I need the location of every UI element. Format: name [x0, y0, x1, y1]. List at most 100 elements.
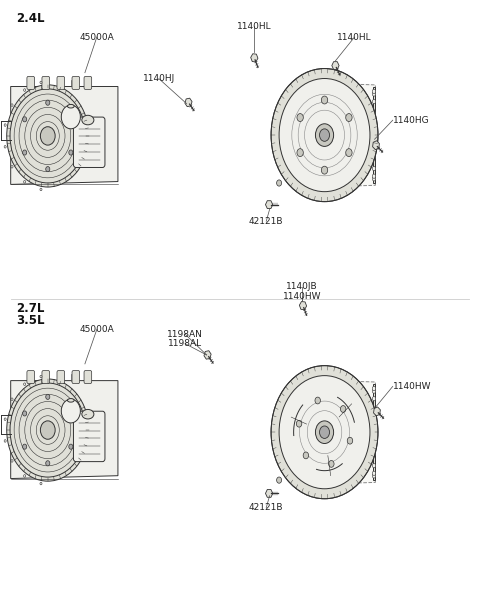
Circle shape: [40, 127, 55, 145]
Circle shape: [296, 420, 302, 427]
Ellipse shape: [82, 410, 94, 419]
Polygon shape: [300, 301, 307, 310]
FancyBboxPatch shape: [42, 371, 49, 384]
Circle shape: [69, 150, 73, 155]
Text: 45000A: 45000A: [80, 33, 114, 42]
Circle shape: [61, 399, 80, 423]
Text: 1140JB: 1140JB: [286, 282, 318, 291]
Polygon shape: [265, 490, 273, 497]
Circle shape: [372, 452, 376, 456]
Circle shape: [46, 100, 50, 105]
Circle shape: [346, 113, 352, 122]
Polygon shape: [251, 54, 258, 62]
Polygon shape: [265, 201, 273, 208]
Circle shape: [10, 383, 85, 477]
Circle shape: [320, 426, 330, 438]
Circle shape: [372, 92, 376, 96]
Circle shape: [271, 365, 378, 498]
Circle shape: [372, 396, 376, 401]
Text: 1140HW: 1140HW: [283, 291, 321, 301]
Circle shape: [372, 155, 376, 159]
Text: 1140HG: 1140HG: [393, 116, 429, 125]
Circle shape: [297, 113, 303, 122]
Circle shape: [23, 444, 27, 449]
Text: 1140HL: 1140HL: [337, 33, 372, 42]
Polygon shape: [372, 87, 375, 183]
Circle shape: [279, 376, 370, 489]
Polygon shape: [307, 83, 375, 187]
Circle shape: [372, 423, 376, 427]
Circle shape: [329, 460, 334, 467]
Circle shape: [372, 471, 376, 475]
Polygon shape: [372, 141, 379, 150]
Circle shape: [321, 166, 328, 174]
FancyBboxPatch shape: [72, 371, 80, 384]
Circle shape: [315, 397, 321, 404]
Circle shape: [372, 174, 376, 179]
Circle shape: [24, 475, 25, 477]
Circle shape: [69, 411, 73, 416]
Text: 1140HJ: 1140HJ: [143, 74, 175, 83]
Circle shape: [61, 105, 80, 129]
FancyBboxPatch shape: [84, 371, 92, 384]
Circle shape: [372, 167, 376, 171]
Circle shape: [372, 438, 376, 442]
Polygon shape: [332, 61, 339, 69]
Text: 42121B: 42121B: [249, 503, 284, 512]
Circle shape: [40, 188, 42, 190]
Text: 1198AN: 1198AN: [167, 330, 203, 338]
Text: 1198AL: 1198AL: [168, 339, 202, 348]
Polygon shape: [204, 350, 211, 359]
Circle shape: [340, 405, 346, 413]
FancyBboxPatch shape: [57, 76, 65, 90]
Circle shape: [24, 383, 25, 386]
Circle shape: [46, 167, 50, 172]
Circle shape: [11, 165, 13, 168]
FancyBboxPatch shape: [57, 371, 65, 384]
Circle shape: [23, 411, 27, 416]
Circle shape: [372, 386, 376, 390]
Ellipse shape: [82, 115, 94, 125]
Circle shape: [372, 100, 376, 104]
Circle shape: [315, 421, 334, 444]
FancyBboxPatch shape: [27, 371, 35, 384]
Text: 45000A: 45000A: [80, 325, 114, 334]
Circle shape: [24, 180, 25, 183]
Circle shape: [372, 408, 376, 413]
Circle shape: [7, 85, 89, 187]
Text: 1140HW: 1140HW: [393, 382, 431, 391]
Polygon shape: [11, 87, 118, 184]
Circle shape: [372, 140, 376, 145]
Text: 3.5L: 3.5L: [16, 314, 44, 327]
Text: 2.7L: 2.7L: [16, 302, 44, 315]
FancyBboxPatch shape: [73, 411, 105, 461]
Circle shape: [11, 460, 13, 462]
Circle shape: [23, 117, 27, 122]
Circle shape: [372, 389, 376, 393]
Circle shape: [11, 398, 13, 401]
Circle shape: [276, 477, 282, 483]
Circle shape: [372, 111, 376, 115]
Circle shape: [4, 418, 6, 420]
Circle shape: [69, 444, 73, 449]
Polygon shape: [185, 98, 192, 107]
Circle shape: [346, 149, 352, 156]
Circle shape: [276, 180, 282, 186]
Circle shape: [40, 81, 42, 84]
Circle shape: [372, 177, 376, 181]
Circle shape: [24, 89, 25, 91]
Circle shape: [40, 376, 42, 378]
Circle shape: [320, 129, 330, 141]
Circle shape: [4, 146, 6, 148]
FancyBboxPatch shape: [27, 76, 35, 90]
Circle shape: [297, 149, 303, 156]
FancyBboxPatch shape: [72, 76, 80, 90]
Circle shape: [4, 439, 6, 442]
Circle shape: [11, 104, 13, 106]
Circle shape: [315, 124, 334, 146]
Circle shape: [372, 474, 376, 478]
Text: 1140HL: 1140HL: [237, 22, 272, 31]
Polygon shape: [11, 381, 118, 479]
Polygon shape: [307, 380, 375, 485]
Circle shape: [372, 463, 376, 468]
